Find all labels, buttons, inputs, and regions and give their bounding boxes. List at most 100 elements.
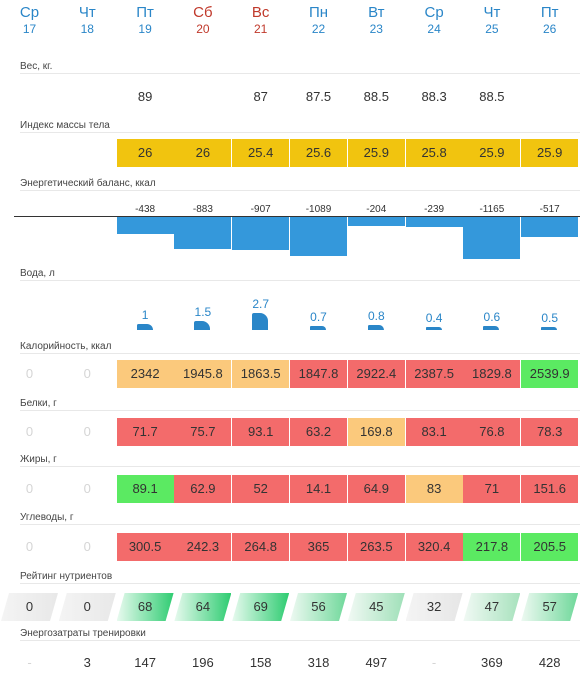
water-value-label: 0.7: [310, 309, 327, 324]
fat-cell: 71: [463, 475, 521, 503]
day-name: Ср: [19, 4, 40, 21]
training-value: -: [27, 655, 32, 670]
training-value: 196: [192, 655, 214, 670]
day-header-5[interactable]: Пн 22: [290, 4, 347, 37]
weight-value: 87: [253, 89, 268, 104]
energy-bar: [405, 217, 463, 228]
calories-cell: 0: [25, 366, 34, 381]
day-date: 22: [311, 22, 326, 36]
training-value: -: [431, 655, 437, 670]
energy-value-label: -883: [192, 204, 213, 215]
water-value-label: 1.5: [194, 304, 212, 319]
training-value: 158: [249, 655, 272, 670]
day-date: 17: [22, 22, 37, 36]
water-bar: [194, 320, 211, 330]
water-bar: [541, 326, 558, 330]
water-bar: [425, 327, 442, 330]
day-date: 25: [485, 22, 499, 36]
training-value: 318: [307, 655, 330, 670]
nutrient-rating-cell: 0: [58, 593, 116, 621]
fat-section-label: Жиры, г: [20, 454, 57, 465]
nutrient-rating-cell: 0: [1, 593, 58, 621]
weight-value: 89: [137, 89, 153, 104]
day-date: 21: [254, 22, 268, 36]
nutrient-rating-cell: 69: [232, 593, 290, 621]
day-header-1[interactable]: Чт 18: [59, 4, 116, 37]
calories-cell: 2539.9: [521, 360, 579, 388]
bmi-cell: 25.8: [405, 139, 463, 167]
water-bar: [483, 326, 500, 330]
day-name: Чт: [483, 4, 501, 21]
day-date: 24: [427, 22, 441, 36]
bmi-section-label: Индекс массы тела: [20, 120, 110, 131]
protein-cell: 75.7: [174, 418, 232, 446]
calories-cell: 1847.8: [290, 360, 347, 388]
training-value: 147: [134, 655, 156, 670]
water-value-label: 0.4: [425, 311, 443, 326]
calories-section-label: Калорийность, ккал: [20, 341, 112, 352]
water-section-label: Вода, л: [20, 268, 55, 279]
bmi-cell: [59, 139, 116, 167]
training-value: 3: [83, 655, 91, 670]
carbs-cell: 217.8: [463, 533, 521, 561]
training-value: 369: [481, 655, 503, 670]
day-header-3[interactable]: Сб 20: [174, 4, 231, 37]
energy-value-label: -239: [424, 204, 445, 215]
energy-value-label: -1165: [479, 204, 505, 215]
nutrient-rating-cell: 32: [405, 593, 463, 621]
water-bar: [367, 324, 384, 330]
training-value: 497: [365, 655, 388, 670]
bmi-cell: 25.9: [521, 139, 579, 167]
calories-cell: 2387.5: [405, 360, 463, 388]
day-header-7[interactable]: Ср 24: [406, 4, 463, 37]
day-header-4[interactable]: Вс 21: [232, 4, 289, 37]
protein-section-label: Белки, г: [20, 398, 57, 409]
day-date: 23: [369, 22, 383, 36]
energy-bar: [116, 217, 174, 235]
section-divider: [20, 73, 580, 74]
calories-cell: 2342: [116, 360, 174, 388]
day-header-8[interactable]: Чт 25: [463, 4, 520, 37]
day-date: 20: [196, 22, 210, 36]
water-value-label: 0.8: [367, 308, 385, 323]
energy-bar: [521, 217, 579, 237]
nutrient-rating-cell: 68: [116, 593, 174, 621]
day-date: 19: [138, 22, 152, 36]
fat-cell: 64.9: [347, 475, 405, 503]
protein-cell: 93.1: [232, 418, 290, 446]
section-divider: [20, 353, 580, 354]
day-header-2[interactable]: Пт 19: [117, 4, 174, 37]
water-value-label: 2.7: [252, 297, 270, 311]
carbs-cell: 264.8: [232, 533, 290, 561]
protein-cell: 63.2: [290, 418, 347, 446]
fat-cell: 14.1: [290, 475, 347, 503]
section-divider: [20, 524, 580, 525]
bmi-cell: 26: [116, 139, 174, 167]
weight-value: 88.5: [363, 89, 389, 104]
carbs-cell: 320.4: [405, 533, 463, 561]
day-header-0[interactable]: Ср 17: [1, 4, 58, 37]
fat-cell: 151.6: [521, 475, 579, 503]
bmi-cell: 25.6: [290, 139, 347, 167]
day-name: Чт: [78, 4, 96, 21]
section-divider: [20, 466, 580, 467]
fat-cell: 83: [405, 475, 463, 503]
energy-bar: [347, 217, 405, 226]
day-header-6[interactable]: Вт 23: [348, 4, 405, 37]
fat-cell: 89.1: [116, 475, 174, 503]
protein-cell: 169.8: [347, 418, 405, 446]
protein-cell: 78.3: [521, 418, 579, 446]
protein-cell: 76.8: [463, 418, 521, 446]
bmi-cell: 25.9: [347, 139, 405, 167]
nutrient-rating-cell: 47: [463, 593, 521, 621]
calories-cell: 0: [83, 366, 91, 381]
weight-value: 88.3: [421, 89, 447, 104]
nutrient-rating-cell: 57: [521, 593, 579, 621]
day-name: Ср: [424, 4, 444, 21]
calories-cell: 1863.5: [232, 360, 290, 388]
carbs-section-label: Углеводы, г: [20, 512, 74, 523]
energy-bar: [174, 217, 232, 250]
day-header-9[interactable]: Пт 26: [521, 4, 578, 37]
energy-bar: [463, 217, 521, 259]
carbs-cell: 365: [290, 533, 347, 561]
